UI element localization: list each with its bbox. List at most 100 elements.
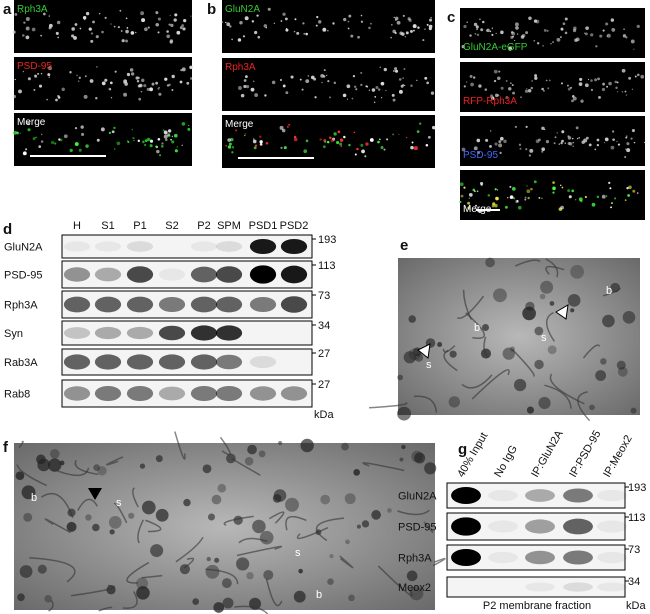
puncta [405, 136, 408, 139]
puncta [380, 97, 383, 99]
blot-strip [446, 576, 626, 598]
puncta [96, 66, 98, 68]
puncta [628, 76, 632, 80]
puncta [143, 84, 147, 88]
row-label: GluN2A [398, 491, 437, 503]
puncta [265, 27, 268, 29]
puncta [38, 84, 43, 88]
puncta [487, 194, 491, 197]
puncta [170, 138, 172, 141]
band [488, 520, 518, 533]
vesicle [213, 602, 225, 613]
vesicle [424, 462, 437, 475]
vesicle [192, 598, 200, 605]
lane-label: S1 [101, 220, 114, 232]
puncta [339, 142, 343, 146]
puncta [22, 151, 27, 156]
band [215, 325, 243, 341]
channel-label: PSD-95 [463, 150, 498, 161]
puncta [473, 76, 476, 79]
vesicle [93, 464, 101, 471]
puncta [496, 189, 499, 191]
puncta [601, 87, 606, 92]
puncta [489, 30, 492, 33]
puncta [40, 140, 44, 143]
puncta [538, 196, 541, 199]
puncta [478, 84, 482, 88]
puncta [74, 23, 78, 26]
vesicle [59, 460, 65, 466]
vesicle [522, 306, 536, 321]
band [94, 354, 122, 370]
puncta [113, 25, 116, 28]
puncta [126, 140, 129, 142]
vesicle [155, 508, 169, 522]
puncta [40, 72, 43, 75]
puncta [494, 93, 499, 98]
puncta [77, 80, 80, 82]
vesicle [353, 469, 361, 476]
puncta [250, 87, 255, 92]
vesicle [23, 512, 33, 522]
puncta [572, 145, 574, 147]
puncta [354, 153, 357, 156]
puncta [392, 133, 395, 136]
membrane [339, 555, 354, 569]
puncta [164, 77, 168, 81]
marker: 27 [318, 348, 330, 360]
puncta [535, 19, 540, 24]
puncta [465, 81, 468, 83]
marker: 193 [628, 482, 646, 494]
puncta [137, 76, 140, 80]
lane-label: IP:GluN2A [529, 428, 566, 480]
puncta [254, 144, 258, 147]
panel-label: e [400, 237, 408, 254]
puncta [126, 26, 129, 29]
puncta [95, 35, 99, 39]
puncta [25, 148, 28, 151]
puncta [13, 130, 17, 135]
puncta [290, 75, 294, 79]
band [280, 386, 308, 401]
vesicle [341, 442, 349, 451]
vesicle [344, 493, 356, 505]
band [190, 385, 218, 402]
membrane [483, 336, 489, 358]
puncta [517, 205, 522, 210]
puncta [357, 35, 360, 39]
puncta [404, 35, 407, 38]
puncta [244, 134, 246, 137]
puncta [583, 138, 588, 143]
puncta [164, 138, 168, 141]
puncta [221, 21, 224, 24]
puncta [552, 191, 555, 194]
puncta [626, 186, 629, 190]
vesicle [49, 449, 60, 459]
puncta [69, 71, 72, 74]
row-label: Rph3A [4, 300, 38, 312]
puncta [302, 22, 305, 25]
puncta [55, 98, 58, 102]
puncta [100, 127, 105, 132]
vesicle [513, 378, 527, 392]
puncta [35, 136, 37, 139]
puncta [301, 88, 304, 91]
puncta [282, 12, 286, 16]
puncta [536, 42, 540, 45]
puncta [534, 74, 538, 77]
puncta [598, 95, 601, 99]
row-label: GluN2A [4, 242, 43, 254]
puncta [394, 67, 398, 71]
puncta [611, 28, 616, 32]
puncta [627, 194, 630, 197]
puncta [424, 28, 426, 30]
puncta [541, 197, 543, 199]
band [597, 489, 627, 502]
puncta [528, 16, 532, 21]
puncta [84, 75, 87, 78]
puncta [225, 21, 227, 24]
puncta [546, 29, 549, 32]
puncta [400, 84, 404, 88]
puncta [55, 31, 59, 35]
puncta [377, 88, 381, 91]
